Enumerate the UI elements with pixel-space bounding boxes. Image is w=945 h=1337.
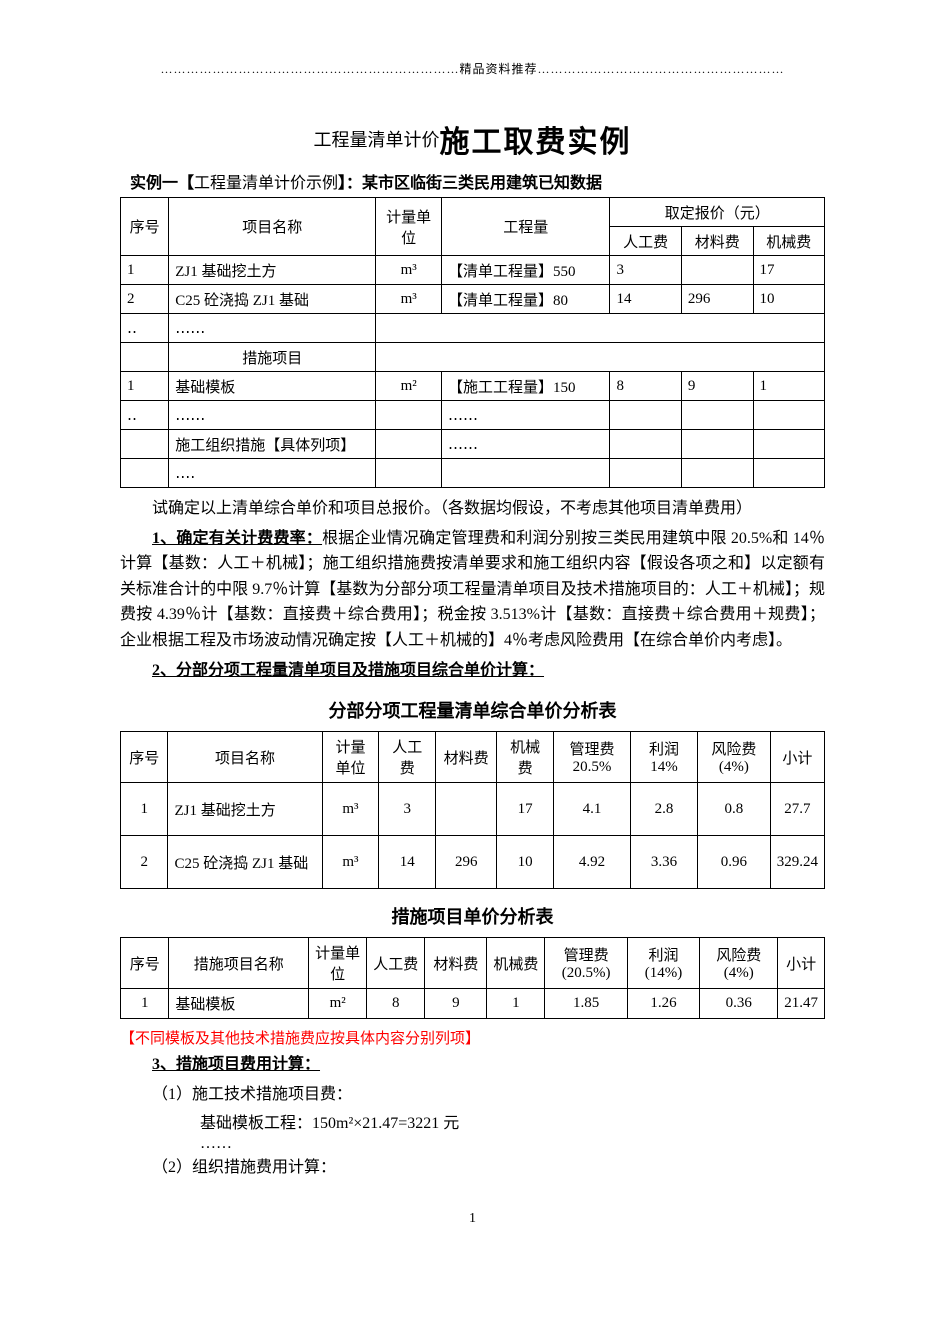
section-3-head: 3、措施项目费用计算： <box>152 1056 320 1073</box>
col-unit: 计量单位 <box>376 198 442 256</box>
title-main: 施工取费实例 <box>440 126 632 159</box>
red-note: 【不同模板及其他技术措施费应按具体内容分别列项】 <box>120 1027 825 1048</box>
measure-unit-price-table: 序号 措施项目名称 计量单位 人工费 材料费 机械费 管理费(20.5%) 利润… <box>120 937 825 1019</box>
col-mat: 材料费 <box>681 227 753 256</box>
table2-title: 分部分项工程量清单综合单价分析表 <box>120 697 825 723</box>
section-2-head: 2、分部分项工程量清单项目及措施项目综合单价计算： <box>152 662 544 679</box>
measure-header-row: 措施项目 <box>121 343 825 372</box>
section-1-body: 根据企业情况确定管理费和利润分别按三类民用建筑中限 20.5%和 14％计算【基… <box>120 530 825 649</box>
col-qty: 工程量 <box>441 198 609 256</box>
paragraph-try: 试确定以上清单综合单价和项目总报价。（各数据均假设，不考虑其他项目清单费用） <box>120 496 825 522</box>
document-page: ……………………………………………………………精品资料推荐……………………………… <box>0 0 945 1267</box>
col-mach: 机械费 <box>753 227 824 256</box>
table-row: ‥ ‥‥‥ <box>121 314 825 343</box>
table-row: ‥‥ <box>121 459 825 488</box>
table-row: 1 ZJ1 基础挖土方 m³ 【清单工程量】550 3 17 <box>121 256 825 285</box>
table3-title: 措施项目单价分析表 <box>120 903 825 929</box>
col-seq: 序号 <box>121 198 169 256</box>
table-row: ‥ ‥‥‥ ‥‥‥ <box>121 401 825 430</box>
header-decoration: ……………………………………………………………精品资料推荐……………………………… <box>120 60 825 77</box>
table-row: 1 ZJ1 基础挖土方 m³ 3 17 4.1 2.8 0.8 27.7 <box>121 783 825 836</box>
section-3: 3、措施项目费用计算： <box>120 1052 825 1078</box>
col-labor: 人工费 <box>610 227 681 256</box>
example-heading: 实例一【工程量清单计价示例】：某市区临街三类民用建筑已知数据 <box>130 169 825 193</box>
unit-price-analysis-table: 序号 项目名称 计量单位 人工费 材料费 机械费 管理费20.5% 利润14% … <box>120 731 825 889</box>
col-price: 取定报价（元） <box>610 198 825 227</box>
section-1-head: 1、确定有关计费费率： <box>152 530 322 547</box>
table-row: 2 C25 砼浇捣 ZJ1 基础 m³ 【清单工程量】80 14 296 10 <box>121 285 825 314</box>
section-1: 1、确定有关计费费率：根据企业情况确定管理费和利润分别按三类民用建筑中限 20.… <box>120 526 825 654</box>
known-data-table: 序号 项目名称 计量单位 工程量 取定报价（元） 人工费 材料费 机械费 1 Z… <box>120 197 825 488</box>
sec3-line4: （2）组织措施费用计算： <box>152 1155 825 1181</box>
sec3-line3: …… <box>200 1135 825 1153</box>
table-row: 1 基础模板 m² 【施工工程量】150 8 9 1 <box>121 372 825 401</box>
title-prefix: 工程量清单计价 <box>314 130 440 150</box>
main-title: 工程量清单计价施工取费实例 <box>120 117 825 161</box>
table-row: 施工组织措施【具体列项】 ‥‥‥ <box>121 430 825 459</box>
sec3-line2: 基础模板工程：150m²×21.47=3221 元 <box>200 1109 825 1133</box>
page-number: 1 <box>120 1211 825 1227</box>
section-2: 2、分部分项工程量清单项目及措施项目综合单价计算： <box>120 658 825 684</box>
table-row: 2 C25 砼浇捣 ZJ1 基础 m³ 14 296 10 4.92 3.36 … <box>121 836 825 889</box>
sec3-line1: （1）施工技术措施项目费： <box>152 1082 825 1108</box>
table-row: 1 基础模板 m² 8 9 1 1.85 1.26 0.36 21.47 <box>121 989 825 1019</box>
col-name: 项目名称 <box>169 198 376 256</box>
